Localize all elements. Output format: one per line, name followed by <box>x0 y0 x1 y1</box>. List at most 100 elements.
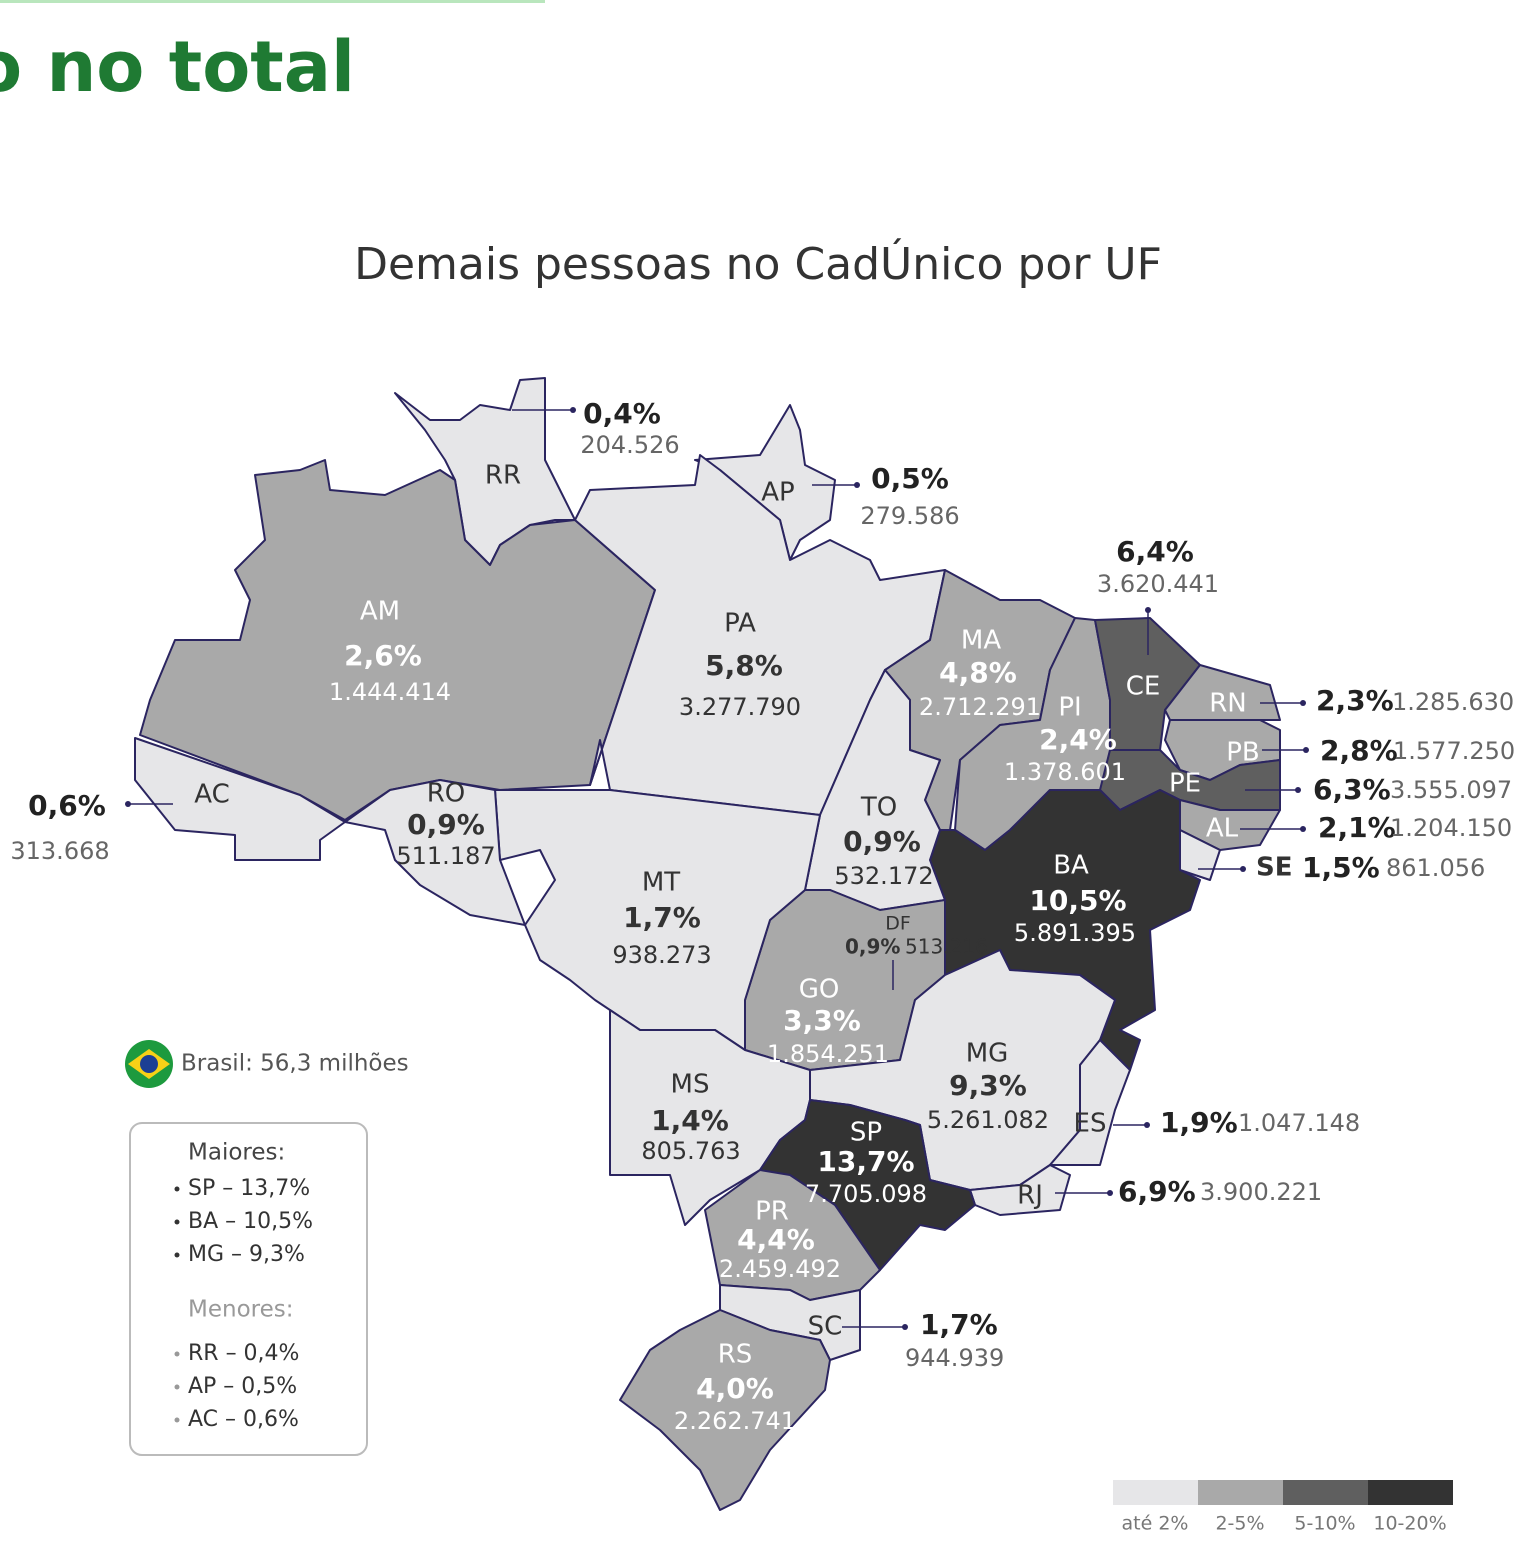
state-share: 5,8% <box>705 649 783 682</box>
state-code: MA <box>961 626 1001 656</box>
state-region <box>494 789 821 1051</box>
callout-dot <box>1300 700 1306 706</box>
state-share: 0,5% <box>871 462 949 495</box>
state-share: 0,9% <box>407 808 485 841</box>
state-people: 944.939 <box>905 1344 1004 1372</box>
state-share: 1,5% <box>1302 851 1380 884</box>
state-region <box>619 1309 831 1511</box>
callout-dot <box>1145 607 1151 613</box>
bullet <box>174 1186 180 1192</box>
legend-label: 2-5% <box>1215 1513 1264 1535</box>
state-code: PE <box>1169 769 1201 799</box>
largest-title: Maiores: <box>188 1140 285 1166</box>
state-code: AC <box>194 780 229 810</box>
state-people: 805.763 <box>641 1137 740 1165</box>
state-share: 10,5% <box>1029 884 1126 917</box>
callout-dot <box>570 407 576 413</box>
state-people: 1.444.414 <box>329 678 451 706</box>
legend-swatch <box>1283 1480 1368 1505</box>
state-share: 6,3% <box>1313 773 1391 806</box>
state-share: 6,4% <box>1116 535 1194 568</box>
state-code: ES <box>1074 1109 1107 1139</box>
state-people: 2.262.741 <box>674 1407 796 1435</box>
callout-dot <box>1300 826 1306 832</box>
state-share: 4,0% <box>696 1372 774 1405</box>
state-share: 1,4% <box>651 1104 729 1137</box>
smallest-item: RR – 0,4% <box>188 1341 299 1366</box>
state-share: 4,8% <box>939 656 1017 689</box>
callout-dot <box>1240 866 1246 872</box>
state-share: 1,7% <box>920 1308 998 1341</box>
state-people: 2.712.291 <box>919 693 1041 721</box>
bullet <box>174 1351 180 1357</box>
state-code: PI <box>1058 693 1081 723</box>
state-people: 861.056 <box>1386 854 1485 882</box>
legend-label: até 2% <box>1122 1513 1189 1535</box>
state-region <box>1094 617 1201 751</box>
callout-dot <box>1295 787 1301 793</box>
page-heading: o no total <box>0 26 355 108</box>
state-share: 0,4% <box>583 397 661 430</box>
state-share: 2,1% <box>1318 811 1396 844</box>
legend-label: 5-10% <box>1294 1513 1355 1535</box>
state-people: 7.705.098 <box>805 1180 927 1208</box>
state-people: 1.047.148 <box>1238 1109 1360 1137</box>
state-code: AP <box>761 478 794 508</box>
state-people: 513.216 <box>905 935 988 959</box>
callout-dot <box>1107 1190 1113 1196</box>
state-share: 1,9% <box>1160 1106 1238 1139</box>
state-people: 5.891.395 <box>1014 919 1136 947</box>
state-code: DF <box>885 913 911 935</box>
bullet <box>174 1219 180 1225</box>
state-people: 1.378.601 <box>1004 758 1126 786</box>
state-code: PR <box>755 1197 789 1227</box>
callout-dot <box>125 801 131 807</box>
legend-label: 10-20% <box>1373 1513 1446 1535</box>
state-code: TO <box>860 793 897 823</box>
legend: até 2% 2-5% 5-10% 10-20% <box>1113 1480 1453 1535</box>
state-code: MT <box>642 868 680 898</box>
smallest-item: AP – 0,5% <box>188 1374 297 1399</box>
state-code: BA <box>1053 851 1089 881</box>
largest-item: SP – 13,7% <box>188 1176 310 1201</box>
state-share: 4,4% <box>737 1223 815 1256</box>
state-region <box>759 1099 976 1271</box>
state-code: RO <box>427 779 466 809</box>
largest-item: BA – 10,5% <box>188 1209 313 1234</box>
highlight-lists: SP – 13,7% BA – 10,5% MG – 9,3% RR – 0,4% AP… <box>174 1176 313 1432</box>
callout-dot <box>1144 1122 1150 1128</box>
state-people: 3.900.221 <box>1200 1178 1322 1206</box>
state-people: 511.187 <box>396 842 495 870</box>
smallest-title: Menores: <box>188 1297 293 1323</box>
state-code: SP <box>850 1118 882 1148</box>
smallest-item: AC – 0,6% <box>188 1407 299 1432</box>
brazil-flag <box>125 1040 173 1088</box>
state-people: 1.577.250 <box>1393 737 1515 765</box>
state-share: 6,9% <box>1118 1175 1196 1208</box>
legend-swatch <box>1198 1480 1283 1505</box>
state-code: SC <box>808 1312 843 1342</box>
state-share: 0,6% <box>28 789 106 822</box>
legend-swatch <box>1113 1480 1198 1505</box>
state-share: 2,3% <box>1316 684 1394 717</box>
callout-dot <box>902 1324 908 1330</box>
bullet <box>174 1417 180 1423</box>
state-share: 2,8% <box>1320 734 1398 767</box>
state-share: 13,7% <box>817 1145 914 1178</box>
state-share: 2,6% <box>344 639 422 672</box>
bullet <box>174 1252 180 1258</box>
state-people: 532.172 <box>834 862 933 890</box>
state-share: 9,3% <box>949 1069 1027 1102</box>
state-region <box>574 454 946 816</box>
state-code: MG <box>966 1039 1009 1069</box>
largest-item: MG – 9,3% <box>188 1242 305 1267</box>
state-region <box>344 779 526 926</box>
state-people: 313.668 <box>10 837 109 865</box>
state-code: RJ <box>1017 1181 1043 1211</box>
top-rule <box>0 0 545 3</box>
callout-dot <box>1303 747 1309 753</box>
state-code: CE <box>1126 672 1161 702</box>
bullet <box>174 1384 180 1390</box>
state-people: 279.586 <box>860 502 959 530</box>
